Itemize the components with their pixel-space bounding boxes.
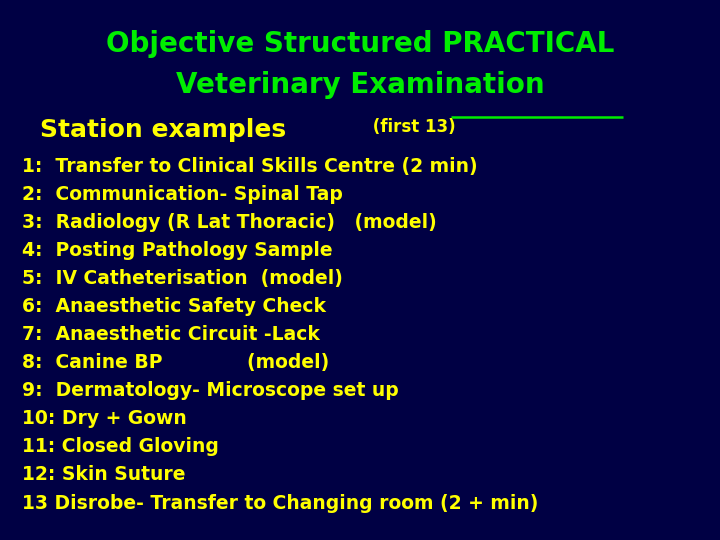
- Text: Station examples: Station examples: [40, 118, 286, 141]
- Text: 5:  IV Catheterisation  (model): 5: IV Catheterisation (model): [22, 269, 343, 288]
- Text: 9:  Dermatology- Microscope set up: 9: Dermatology- Microscope set up: [22, 381, 398, 400]
- Text: (first 13): (first 13): [366, 118, 456, 136]
- Text: 1:  Transfer to Clinical Skills Centre (2 min): 1: Transfer to Clinical Skills Centre (2…: [22, 157, 477, 176]
- Text: 3:  Radiology (R Lat Thoracic)   (model): 3: Radiology (R Lat Thoracic) (model): [22, 213, 436, 232]
- Text: 12: Skin Suture: 12: Skin Suture: [22, 465, 185, 484]
- Text: 2:  Communication- Spinal Tap: 2: Communication- Spinal Tap: [22, 185, 343, 204]
- Text: 6:  Anaesthetic Safety Check: 6: Anaesthetic Safety Check: [22, 297, 325, 316]
- Text: 7:  Anaesthetic Circuit -Lack: 7: Anaesthetic Circuit -Lack: [22, 325, 320, 344]
- Text: 8:  Canine BP             (model): 8: Canine BP (model): [22, 353, 329, 372]
- Text: 10: Dry + Gown: 10: Dry + Gown: [22, 409, 186, 428]
- Text: Veterinary Examination: Veterinary Examination: [176, 71, 544, 99]
- Text: 13 Disrobe- Transfer to Changing room (2 + min): 13 Disrobe- Transfer to Changing room (2…: [22, 494, 538, 512]
- Text: 4:  Posting Pathology Sample: 4: Posting Pathology Sample: [22, 241, 332, 260]
- Text: 11: Closed Gloving: 11: Closed Gloving: [22, 437, 218, 456]
- Text: Objective Structured PRACTICAL: Objective Structured PRACTICAL: [106, 30, 614, 58]
